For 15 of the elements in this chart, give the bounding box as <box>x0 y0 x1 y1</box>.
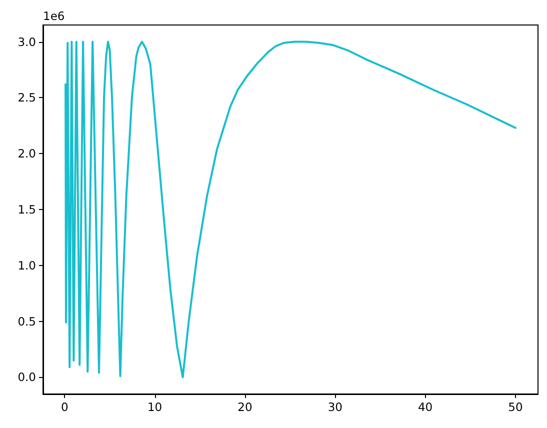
x-tick-label: 50 <box>508 400 523 414</box>
x-tick-label: 30 <box>328 400 342 414</box>
y-tick-label: 1.0 <box>18 258 36 272</box>
y-tick-label: 0.0 <box>18 370 36 384</box>
y-tick-label: 1.5 <box>18 202 36 216</box>
x-tick-label: 20 <box>238 400 252 414</box>
x-tick-label: 10 <box>147 400 162 414</box>
x-tick-label: 0 <box>60 400 68 414</box>
line-series <box>64 40 516 378</box>
y-tick-label: 2.5 <box>18 90 36 105</box>
text: 1e6 <box>43 9 65 23</box>
y-tick-label: 3.0 <box>18 34 36 49</box>
y-tick-label: 2.0 <box>18 146 36 161</box>
x-tick-label: 40 <box>418 400 433 414</box>
y-tick-label: 0.5 <box>18 314 36 328</box>
